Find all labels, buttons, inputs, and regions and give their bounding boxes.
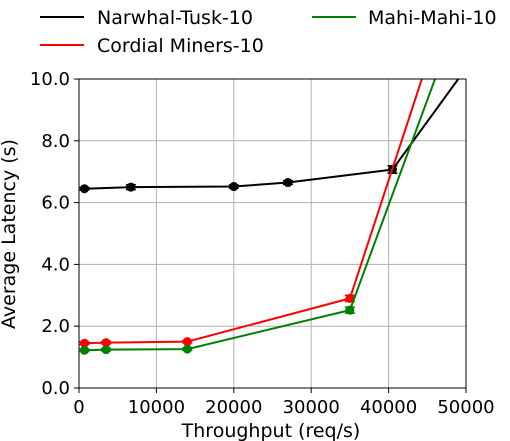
data-point xyxy=(229,182,239,192)
axes: 0 10000 20000 30000 40000 50000 0.0 2.0 4.0 6.0 8.… xyxy=(30,69,495,418)
data-point xyxy=(126,182,136,192)
y-tick-label: 6.0 xyxy=(41,193,70,214)
data-point xyxy=(79,345,89,355)
y-tick-label: 8.0 xyxy=(41,131,70,152)
x-tick-label: 20000 xyxy=(205,397,262,418)
x-tick-label: 0 xyxy=(73,397,84,418)
x-tick-label: 50000 xyxy=(437,397,494,418)
y-tick-label: 10.0 xyxy=(30,69,70,90)
y-tick-label: 2.0 xyxy=(41,316,70,337)
data-point xyxy=(182,337,192,347)
legend-label-cordial-miners: Cordial Miners-10 xyxy=(97,35,264,57)
y-axis-label: Average Latency (s) xyxy=(0,139,20,329)
y-tick-label: 4.0 xyxy=(41,254,70,275)
series-line-2 xyxy=(84,79,436,352)
series-line-1 xyxy=(84,79,423,345)
data-point xyxy=(182,344,192,354)
data-point xyxy=(345,293,355,303)
legend-label-mahi-mahi: Mahi-Mahi-10 xyxy=(368,7,497,29)
data-point xyxy=(79,338,89,348)
x-tick-label: 30000 xyxy=(283,397,340,418)
data-point xyxy=(101,338,111,348)
data-point xyxy=(345,305,355,315)
plot-frame xyxy=(78,78,467,389)
x-tick-label: 40000 xyxy=(360,397,417,418)
y-tick-label: 0.0 xyxy=(41,378,70,399)
series-line-0 xyxy=(84,79,460,190)
x-axis-label: Throughput (req/s) xyxy=(181,420,361,441)
data-point xyxy=(79,184,89,194)
data-point xyxy=(283,178,293,188)
data-point xyxy=(101,345,111,355)
legend: Narwhal-Tusk-10 Mahi-Mahi-10 Cordial Min… xyxy=(40,7,497,57)
series-layer xyxy=(79,79,460,355)
legend-label-narwhal-tusk: Narwhal-Tusk-10 xyxy=(97,7,253,29)
x-tick-label: 10000 xyxy=(128,397,185,418)
